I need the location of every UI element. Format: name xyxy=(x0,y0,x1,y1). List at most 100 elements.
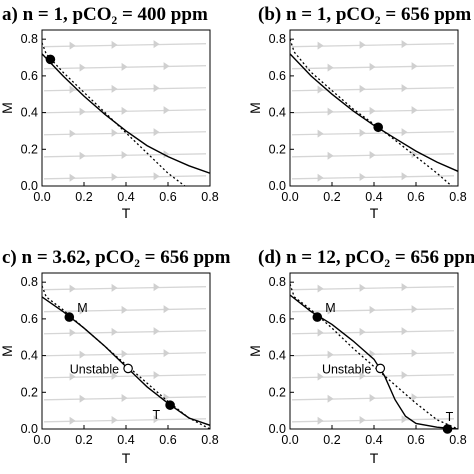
flow-arrow-icon xyxy=(401,327,408,336)
y-tick-label: 0.4 xyxy=(269,106,286,120)
flow-line xyxy=(43,43,207,48)
flow-arrow-icon xyxy=(317,85,324,94)
flow-arrow-icon xyxy=(327,151,334,160)
flow-arrow-icon xyxy=(121,106,128,115)
y-tick-label: 0.6 xyxy=(21,312,38,326)
flow-arrow-icon xyxy=(79,394,86,403)
y-tick-label: 0.0 xyxy=(21,179,38,193)
flow-arrow-icon xyxy=(163,150,170,159)
flow-arrow-icon xyxy=(163,305,170,314)
x-tick-label: 0.6 xyxy=(407,433,424,447)
flow-arrow-icon xyxy=(369,62,376,71)
panel-c: c) n = 3.62, pCO₂ = 656 ppm 0.0 0.2 0.4 0.6… xyxy=(0,247,231,466)
panel-a-title: a) n = 1, pCO₂ = 400 ppm xyxy=(2,4,208,25)
flow-arrow-icon xyxy=(411,62,418,71)
flow-line xyxy=(43,418,207,423)
panel-b-ylabel: M xyxy=(247,102,263,114)
y-tick-label: 0.8 xyxy=(21,32,38,46)
y-tick-label: 0.0 xyxy=(269,179,286,193)
flow-line xyxy=(291,286,455,291)
stable-point xyxy=(64,312,75,322)
flow-arrow-icon xyxy=(359,128,366,137)
panel-d-title: (d) n = 12, pCO₂ = 656 ppm xyxy=(258,247,474,268)
flow-arrow-icon xyxy=(401,283,408,292)
y-tick-label: 0.4 xyxy=(269,349,286,363)
x-tick-label: 0.8 xyxy=(201,433,218,447)
flow-arrow-icon xyxy=(111,371,118,380)
y-tick-label: 0.4 xyxy=(21,106,38,120)
dotted-nullcline xyxy=(290,283,458,429)
flow-arrow-icon xyxy=(153,172,160,181)
flow-arrow-icon xyxy=(69,173,76,182)
stable-point xyxy=(312,312,323,322)
flow-arrow-icon xyxy=(359,84,366,93)
x-tick-label: 0.2 xyxy=(323,190,340,204)
flow-arrow-icon xyxy=(111,84,118,93)
flow-arrow-icon xyxy=(69,129,76,138)
plot-frame xyxy=(289,29,459,187)
panel-d-ylabel: M xyxy=(247,345,263,357)
flow-arrow-icon xyxy=(327,306,334,315)
flow-arrow-icon xyxy=(401,84,408,93)
flow-arrow-icon xyxy=(369,106,376,115)
stable-point xyxy=(45,54,56,65)
panel-b: (b) n = 1, pCO₂ = 656 ppm 0.0 0.2 0.4 0.6 0.… xyxy=(247,4,471,221)
stable-point xyxy=(165,400,175,410)
flow-arrow-icon xyxy=(153,327,160,336)
flow-line xyxy=(291,43,455,48)
flow-arrow-icon xyxy=(111,128,118,137)
panel-b-xlabel: T xyxy=(370,205,379,221)
flow-arrow-icon xyxy=(69,284,76,293)
flow-arrow-icon xyxy=(369,305,376,314)
y-tick-label: 0.6 xyxy=(269,312,286,326)
y-tick-label: 0.0 xyxy=(269,422,286,436)
x-tick-label: 0.8 xyxy=(449,433,466,447)
flow-arrow-icon xyxy=(153,283,160,292)
panel-d: (d) n = 12, pCO₂ = 656 ppm 0.0 0.2 0.4 0.6 0… xyxy=(247,247,474,466)
panel-c-xlabel: T xyxy=(122,450,131,466)
flow-arrow-icon xyxy=(163,62,170,71)
flow-arrow-icon xyxy=(317,416,324,425)
x-tick-label: 0.8 xyxy=(201,190,218,204)
flow-arrow-icon xyxy=(79,306,86,315)
plot-frame xyxy=(289,272,459,430)
flow-arrow-icon xyxy=(359,40,366,49)
x-tick-label: 0.6 xyxy=(407,190,424,204)
flow-arrow-icon xyxy=(153,415,160,424)
flow-arrow-icon xyxy=(111,327,118,336)
x-tick-label: 0.4 xyxy=(365,433,382,447)
panel-b-title: (b) n = 1, pCO₂ = 656 ppm xyxy=(258,4,471,25)
flow-arrow-icon xyxy=(359,371,366,380)
flow-arrow-icon xyxy=(401,128,408,137)
x-tick-label: 0.2 xyxy=(323,433,340,447)
flow-arrow-icon xyxy=(163,106,170,115)
point-label: M xyxy=(77,301,87,315)
flow-arrow-icon xyxy=(317,173,324,182)
y-tick-label: 0.2 xyxy=(21,385,38,399)
plot-frame xyxy=(41,272,211,430)
flow-arrow-icon xyxy=(401,415,408,424)
flow-arrow-icon xyxy=(111,283,118,292)
flow-line xyxy=(43,374,207,379)
flow-arrow-icon xyxy=(69,85,76,94)
x-tick-label: 0.0 xyxy=(281,190,298,204)
x-tick-label: 0.6 xyxy=(159,190,176,204)
x-tick-label: 0.4 xyxy=(117,433,134,447)
panel-d-xlabel: T xyxy=(370,450,379,466)
y-tick-label: 0.8 xyxy=(21,275,38,289)
y-tick-label: 0.4 xyxy=(21,349,38,363)
flow-line xyxy=(291,418,455,423)
flow-arrow-icon xyxy=(317,129,324,138)
flow-arrow-icon xyxy=(153,371,160,380)
flow-line xyxy=(43,286,207,291)
flow-arrow-icon xyxy=(359,172,366,181)
stable-point xyxy=(442,424,453,434)
x-tick-label: 0.2 xyxy=(75,190,92,204)
flow-arrow-icon xyxy=(401,172,408,181)
panel-c-ylabel: M xyxy=(0,345,15,357)
flow-arrow-icon xyxy=(163,349,170,358)
flow-arrow-icon xyxy=(401,40,408,49)
y-tick-label: 0.0 xyxy=(21,422,38,436)
flow-arrow-icon xyxy=(359,327,366,336)
